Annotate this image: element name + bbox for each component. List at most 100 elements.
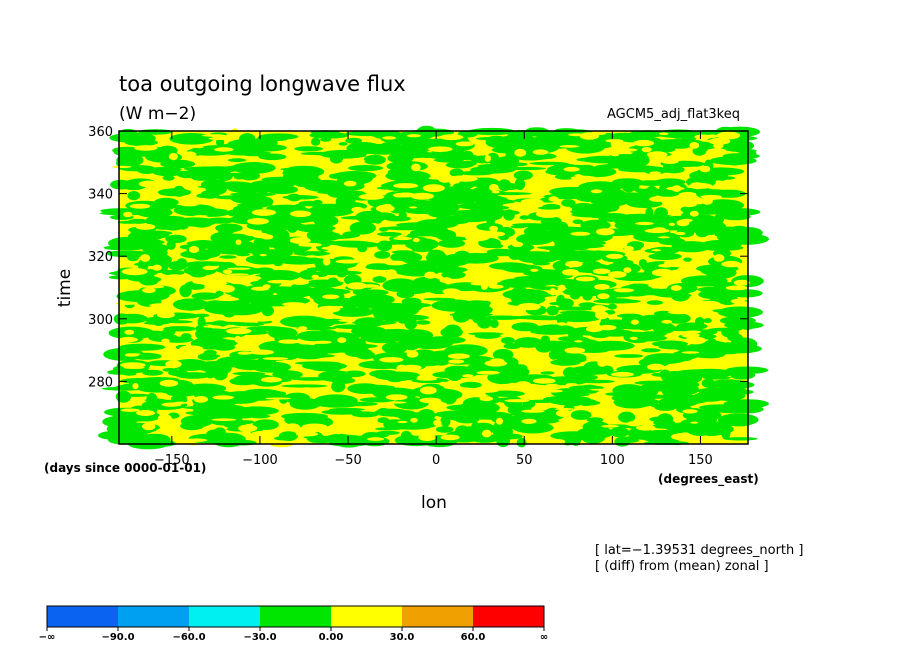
field-blob (651, 249, 662, 252)
field-blob (338, 319, 355, 322)
field-blob (268, 327, 298, 339)
field-blob (259, 254, 267, 257)
field-blob (497, 306, 521, 309)
field-blob (663, 259, 688, 267)
y-axis-label: time (55, 269, 75, 307)
field-blob (703, 318, 712, 324)
field-blob (519, 215, 530, 220)
field-blob (382, 136, 396, 140)
field-blob (284, 423, 301, 432)
y-tick-label: 280 (88, 375, 113, 390)
field-blob (281, 384, 328, 388)
field-blob (405, 233, 419, 246)
field-blob (326, 240, 373, 246)
field-blob (513, 170, 533, 180)
field-blob (192, 208, 231, 217)
field-blob (166, 361, 175, 368)
field-blob (282, 302, 306, 307)
field-blob (427, 249, 446, 262)
field-blob (287, 193, 302, 202)
field-blob (460, 346, 479, 352)
field-blob (120, 408, 140, 412)
field-blob (633, 139, 654, 147)
field-blob (476, 280, 498, 287)
field-blob (439, 381, 449, 387)
field-blob (186, 240, 223, 246)
field-blob (360, 333, 385, 338)
x-tick-label: −150 (154, 453, 190, 468)
field-blob (677, 369, 724, 375)
colorbar-frame (46, 605, 545, 628)
field-blob (348, 384, 396, 391)
field-blob (733, 252, 747, 256)
field-blob (635, 221, 654, 226)
field-blob (697, 348, 726, 359)
field-blob (593, 420, 603, 428)
field-blob (697, 286, 735, 293)
field-blob (242, 195, 274, 208)
field-blob (237, 345, 260, 352)
field-blob (423, 220, 433, 231)
field-blob (437, 402, 448, 408)
field-blob (607, 303, 617, 310)
field-blob (440, 415, 451, 427)
field-blob (339, 191, 351, 198)
field-blob (485, 136, 520, 149)
field-blob (294, 361, 341, 366)
field-blob (590, 131, 607, 136)
field-blob (700, 194, 722, 199)
field-blob (700, 265, 719, 275)
field-blob (540, 335, 550, 344)
field-blob (569, 365, 614, 375)
field-blob (407, 134, 421, 138)
field-blob (683, 257, 692, 262)
field-blob (343, 180, 357, 187)
field-blob (676, 228, 695, 238)
field-blob (385, 394, 408, 401)
field-blob (358, 193, 385, 200)
field-blob (298, 428, 321, 433)
field-blob (172, 298, 209, 311)
field-blob (540, 216, 562, 227)
y-axis-units: (days since 0000-01-01) (44, 461, 206, 475)
field-blob (277, 347, 301, 360)
field-blob (163, 310, 175, 315)
field-blob (689, 182, 705, 190)
field-blob (455, 141, 474, 147)
field-blob (287, 225, 298, 233)
field-blob (509, 245, 531, 255)
field-blob (457, 130, 478, 138)
field-blob (137, 165, 157, 175)
field-blob (433, 419, 442, 426)
field-blob (190, 409, 231, 417)
field-blob (655, 190, 680, 197)
field-blob (298, 242, 322, 247)
field-blob (717, 344, 762, 354)
field-blob (249, 414, 271, 419)
field-blob (614, 397, 652, 409)
field-blob (100, 208, 144, 214)
field-blob (294, 353, 335, 358)
field-blob (629, 336, 638, 340)
field-blob (435, 426, 454, 433)
field-blob (474, 332, 501, 339)
colorbar-label: −30.0 (243, 632, 276, 643)
field-blob (490, 158, 503, 168)
field-blob (280, 167, 313, 171)
field-blob (367, 437, 385, 441)
colorbar-label: 60.0 (461, 632, 486, 643)
field-blob (303, 435, 335, 439)
colorbar-segment (473, 606, 544, 627)
field-blob (303, 179, 348, 193)
field-blob (410, 417, 418, 423)
field-blob (570, 231, 591, 236)
field-blob (549, 288, 556, 296)
field-blob (252, 138, 288, 142)
field-blob (322, 257, 331, 266)
field-blob (227, 139, 266, 150)
field-blob (727, 333, 743, 342)
field-blob (393, 152, 415, 161)
field-blob (383, 278, 418, 291)
field-blob (521, 204, 532, 207)
field-blob (681, 302, 698, 311)
